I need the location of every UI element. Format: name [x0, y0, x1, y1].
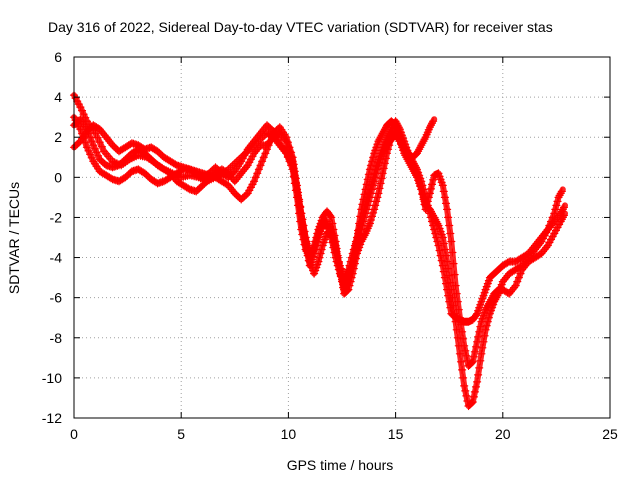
y-axis-label: SDTVAR / TECUs	[6, 182, 22, 294]
x-tick-labels: 0 5 10 15 20 25	[70, 426, 618, 442]
y-tick-label: -6	[50, 290, 63, 306]
y-tick-label: -10	[42, 370, 62, 386]
x-tick-label: 10	[281, 426, 297, 442]
y-tick-label: -8	[50, 330, 63, 346]
chart-title: Day 316 of 2022, Sidereal Day-to-day VTE…	[48, 19, 553, 35]
y-tick-labels: -12 -10 -8 -6 -4 -2 0 2 4 6	[42, 49, 62, 426]
x-tick-label: 25	[602, 426, 618, 442]
x-tick-label: 20	[495, 426, 511, 442]
y-tick-label: 4	[54, 89, 62, 105]
x-tick-label: 15	[388, 426, 404, 442]
y-tick-label: 6	[54, 49, 62, 65]
y-tick-label: -4	[50, 250, 63, 266]
y-tick-label: 2	[54, 129, 62, 145]
plot-frame	[73, 56, 611, 419]
x-tick-label: 5	[177, 426, 185, 442]
x-axis-label: GPS time / hours	[287, 457, 394, 473]
y-tick-label: 0	[54, 169, 62, 185]
y-tick-label: -2	[50, 209, 63, 225]
plot-area	[69, 91, 568, 411]
x-tick-label: 0	[70, 426, 78, 442]
axis-ticks	[73, 56, 611, 419]
grid	[74, 57, 610, 418]
y-tick-label: -12	[42, 410, 62, 426]
